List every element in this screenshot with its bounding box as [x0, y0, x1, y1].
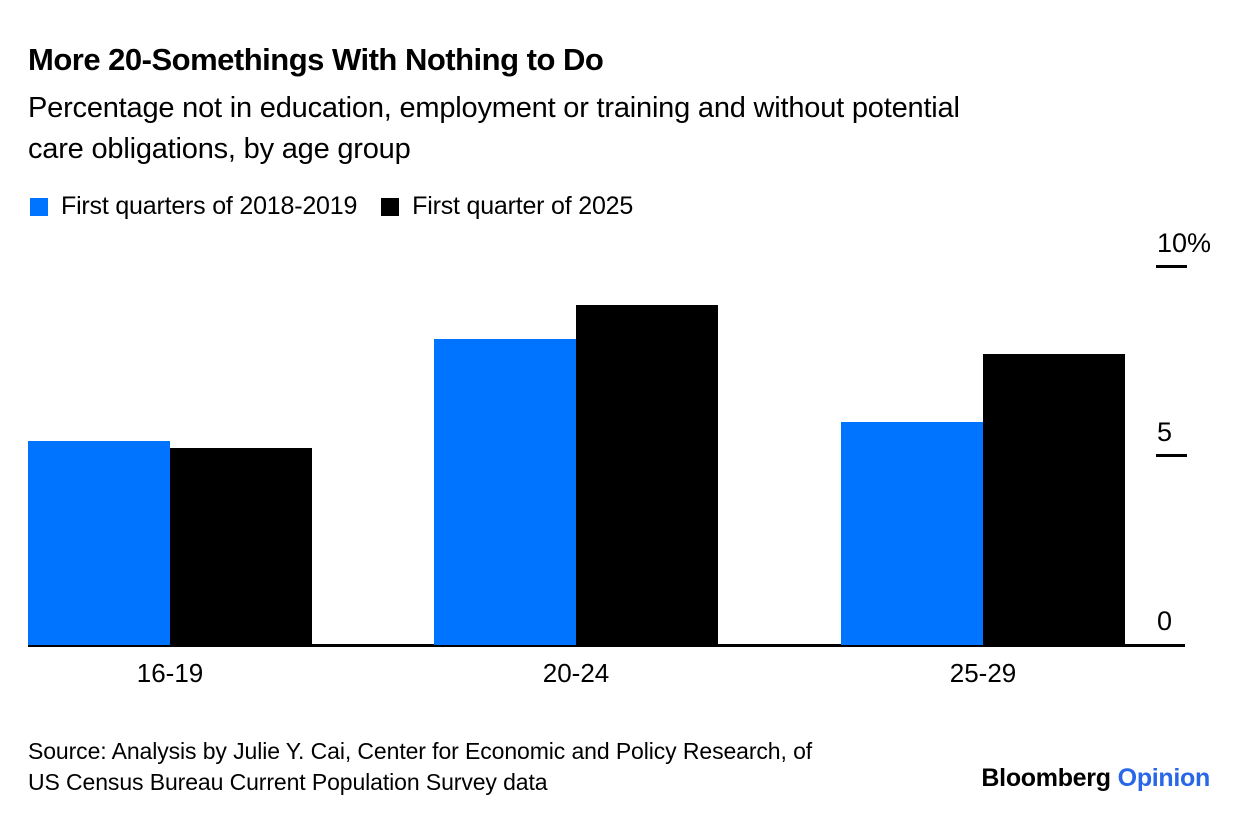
logo-opinion-text: Opinion [1117, 764, 1211, 792]
legend-item-1: First quarter of 2025 [381, 192, 633, 221]
bar-16-19-series1 [170, 448, 312, 645]
bar-20-24-series0 [434, 339, 576, 645]
legend-swatch-icon [30, 197, 48, 216]
bar-16-19-series0 [28, 441, 170, 645]
source-note: Source: Analysis by Julie Y. Cai, Center… [28, 736, 812, 798]
x-axis-label-20-24: 20-24 [542, 658, 610, 688]
logo-bloomberg-text: Bloomberg [981, 764, 1111, 792]
bar-25-29-series0 [841, 422, 983, 645]
legend-item-0: First quarters of 2018-2019 [30, 192, 357, 221]
legend-label: First quarters of 2018-2019 [61, 192, 358, 220]
bloomberg-opinion-logo: Bloomberg Opinion [981, 764, 1210, 793]
x-axis-line [28, 644, 1185, 647]
y-tick-label-5: 5 [1157, 417, 1173, 447]
source-line2: US Census Bureau Current Population Surv… [28, 769, 548, 795]
bar-20-24-series1 [576, 305, 718, 645]
legend-label: First quarter of 2025 [412, 192, 634, 220]
x-axis-label-16-19: 16-19 [136, 658, 204, 688]
chart-subtitle: Percentage not in education, employment … [28, 88, 1213, 170]
source-line1: Source: Analysis by Julie Y. Cai, Center… [28, 738, 813, 764]
y-tick-label-0: 0 [1157, 606, 1173, 636]
chart-subtitle-line1: Percentage not in education, employment … [28, 92, 960, 124]
y-tick-label-10: 10% [1157, 228, 1212, 258]
y-tick-mark-5 [1156, 454, 1187, 457]
bar-25-29-series1 [983, 354, 1125, 645]
x-axis-label-25-29: 25-29 [949, 658, 1017, 688]
chart-header: More 20-Somethings With Nothing to Do Pe… [28, 42, 1213, 170]
chart-title: More 20-Somethings With Nothing to Do [28, 42, 604, 77]
chart-legend: First quarters of 2018-2019 First quarter… [30, 192, 633, 221]
legend-swatch-icon [381, 197, 400, 216]
y-tick-mark-10 [1156, 265, 1187, 268]
chart-subtitle-line2: care obligations, by age group [28, 133, 411, 165]
